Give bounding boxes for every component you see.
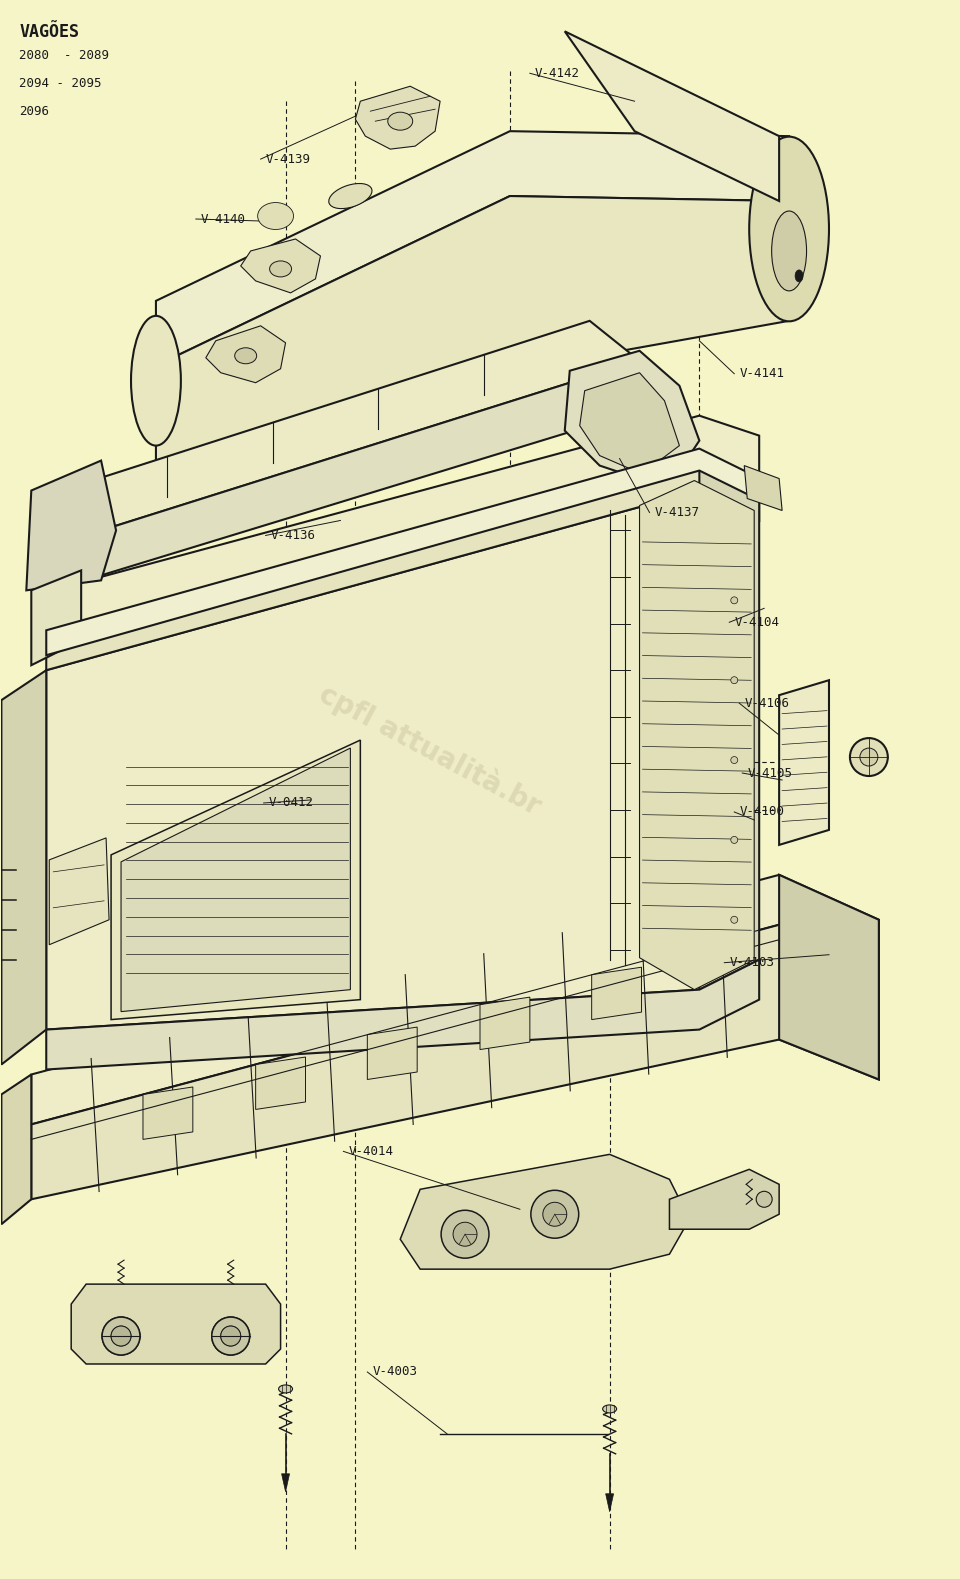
Ellipse shape <box>542 1202 566 1227</box>
Polygon shape <box>121 748 350 1012</box>
Polygon shape <box>111 741 360 1020</box>
Polygon shape <box>32 570 82 665</box>
Text: V-4003: V-4003 <box>372 1366 418 1378</box>
Text: V-4139: V-4139 <box>266 153 311 166</box>
Ellipse shape <box>270 212 281 221</box>
Ellipse shape <box>749 137 829 321</box>
Polygon shape <box>46 491 755 1030</box>
Text: cpfl attualità.br: cpfl attualità.br <box>314 679 546 821</box>
Ellipse shape <box>221 1326 241 1345</box>
Ellipse shape <box>731 597 737 603</box>
Text: 2094 - 2095: 2094 - 2095 <box>19 77 102 90</box>
Polygon shape <box>46 960 759 1069</box>
Ellipse shape <box>731 756 737 764</box>
Polygon shape <box>606 1494 613 1511</box>
Ellipse shape <box>131 316 180 445</box>
Polygon shape <box>744 466 782 510</box>
Polygon shape <box>26 461 116 591</box>
Polygon shape <box>32 925 878 1200</box>
Text: V-4105: V-4105 <box>747 766 792 780</box>
Text: V-4141: V-4141 <box>739 368 784 381</box>
Ellipse shape <box>772 212 806 291</box>
Polygon shape <box>368 1026 418 1080</box>
Ellipse shape <box>850 737 888 775</box>
Ellipse shape <box>264 207 288 224</box>
Polygon shape <box>51 415 759 639</box>
Polygon shape <box>639 480 755 990</box>
Ellipse shape <box>531 1191 579 1238</box>
Polygon shape <box>61 360 639 575</box>
Ellipse shape <box>328 183 372 208</box>
Polygon shape <box>46 461 759 669</box>
Ellipse shape <box>756 1191 772 1208</box>
Polygon shape <box>255 1056 305 1110</box>
Text: VAGÕES: VAGÕES <box>19 24 80 41</box>
Ellipse shape <box>257 202 294 229</box>
Ellipse shape <box>111 1326 131 1345</box>
Polygon shape <box>780 681 829 845</box>
Polygon shape <box>1 669 46 1064</box>
Text: V-4014: V-4014 <box>348 1145 394 1157</box>
Polygon shape <box>205 325 285 382</box>
Text: V-4103: V-4103 <box>730 957 775 970</box>
Polygon shape <box>49 838 109 944</box>
Polygon shape <box>61 321 639 531</box>
Ellipse shape <box>453 1222 477 1246</box>
Polygon shape <box>564 32 780 201</box>
Polygon shape <box>156 196 789 461</box>
Ellipse shape <box>441 1210 489 1258</box>
Ellipse shape <box>102 1317 140 1355</box>
Polygon shape <box>281 1473 290 1492</box>
Polygon shape <box>46 448 764 655</box>
Polygon shape <box>780 875 878 1080</box>
Text: V-4100: V-4100 <box>739 805 784 818</box>
Text: V-4140: V-4140 <box>201 213 246 226</box>
Polygon shape <box>143 1086 193 1140</box>
Ellipse shape <box>221 1326 241 1345</box>
Ellipse shape <box>795 270 804 283</box>
Polygon shape <box>580 373 680 469</box>
Polygon shape <box>71 1284 280 1364</box>
Ellipse shape <box>388 112 413 129</box>
Ellipse shape <box>111 1326 131 1345</box>
Text: V-4137: V-4137 <box>655 505 700 519</box>
Text: V-4104: V-4104 <box>734 616 780 628</box>
Polygon shape <box>355 87 440 148</box>
Ellipse shape <box>278 1385 293 1393</box>
Polygon shape <box>591 968 641 1020</box>
Text: 2096: 2096 <box>19 106 49 118</box>
Ellipse shape <box>731 677 737 684</box>
Text: V-4106: V-4106 <box>744 696 789 709</box>
Ellipse shape <box>603 1405 616 1413</box>
Ellipse shape <box>212 1317 250 1355</box>
Polygon shape <box>564 351 700 480</box>
Polygon shape <box>400 1154 689 1270</box>
Ellipse shape <box>234 347 256 363</box>
Polygon shape <box>32 875 878 1124</box>
Text: V-4142: V-4142 <box>535 66 580 81</box>
Ellipse shape <box>860 748 877 766</box>
Text: V-0412: V-0412 <box>269 796 314 810</box>
Polygon shape <box>241 238 321 292</box>
Ellipse shape <box>731 837 737 843</box>
Ellipse shape <box>102 1317 140 1355</box>
Text: 2080  - 2089: 2080 - 2089 <box>19 49 109 62</box>
Text: V-4136: V-4136 <box>271 529 316 542</box>
Polygon shape <box>700 461 759 990</box>
Polygon shape <box>156 131 789 366</box>
Polygon shape <box>669 1170 780 1228</box>
Ellipse shape <box>731 916 737 924</box>
Ellipse shape <box>270 261 292 276</box>
Ellipse shape <box>212 1317 250 1355</box>
Polygon shape <box>1 1074 32 1224</box>
Polygon shape <box>480 996 530 1050</box>
